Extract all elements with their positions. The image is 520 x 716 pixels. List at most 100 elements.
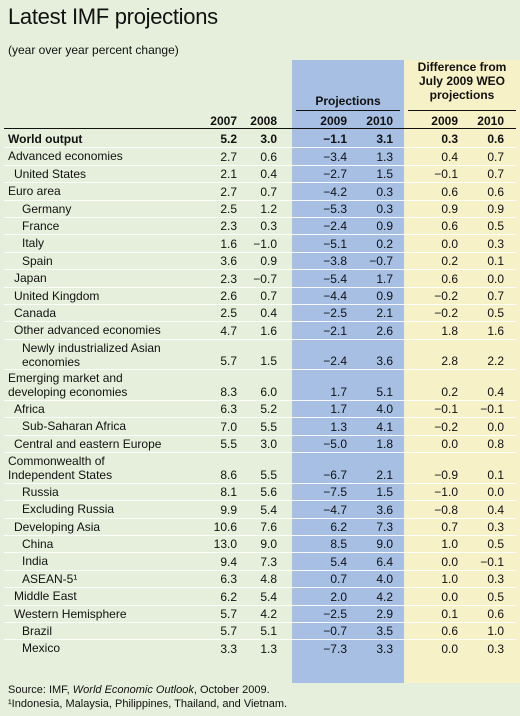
row-label: Sub-Saharan Africa bbox=[22, 419, 127, 434]
source-line: Source: IMF, World Economic Outlook, Oct… bbox=[8, 684, 270, 696]
row-value: 7.3 bbox=[260, 554, 277, 569]
row-value: 3.0 bbox=[260, 437, 277, 452]
row-value: 5.5 bbox=[260, 467, 277, 482]
row-value: 2.1 bbox=[376, 306, 393, 321]
row-separator bbox=[4, 500, 516, 502]
row-value: 0.6 bbox=[441, 271, 458, 286]
row-value: 0.3 bbox=[376, 201, 393, 216]
source-note: Source: IMF, World Economic Outlook, Oct… bbox=[8, 683, 287, 711]
year-header: 2007 bbox=[210, 114, 237, 128]
table-row: France 2.3 0.3 −2.4 0.9 0.6 0.5 bbox=[0, 217, 520, 234]
row-value: 0.7 bbox=[260, 288, 277, 303]
row-value: 5.7 bbox=[220, 606, 237, 621]
row-value: 0.5 bbox=[487, 219, 504, 234]
row-value: −4.2 bbox=[323, 184, 347, 199]
row-value: −0.2 bbox=[434, 288, 458, 303]
row-separator bbox=[4, 622, 516, 623]
row-value: −0.1 bbox=[434, 167, 458, 182]
row-value: 10.6 bbox=[213, 519, 237, 534]
row-label: China bbox=[22, 537, 54, 551]
row-separator bbox=[4, 304, 516, 305]
row-value: 0.3 bbox=[487, 236, 504, 251]
row-value: 0.9 bbox=[376, 288, 393, 303]
row-value: 0.7 bbox=[487, 167, 504, 182]
row-value: 1.5 bbox=[260, 354, 277, 369]
row-label: Central and eastern Europe bbox=[14, 436, 162, 451]
row-value: 3.6 bbox=[376, 502, 393, 517]
table-row: Canada 2.5 0.4 −2.5 2.1 −0.2 0.5 bbox=[0, 304, 520, 321]
row-value: 4.8 bbox=[260, 572, 277, 587]
row-value: 1.3 bbox=[376, 149, 393, 164]
row-label: Excluding Russia bbox=[22, 502, 115, 517]
row-value: 6.0 bbox=[260, 384, 277, 399]
row-value: −2.4 bbox=[323, 219, 347, 234]
row-value: 0.2 bbox=[376, 236, 393, 251]
table-row: India 9.4 7.3 5.4 6.4 0.0 −0.1 bbox=[0, 552, 520, 569]
row-value: 5.7 bbox=[220, 354, 237, 369]
row-value: 0.0 bbox=[441, 437, 458, 452]
row-label: Africa bbox=[14, 402, 45, 416]
row-value: −0.1 bbox=[480, 554, 504, 569]
row-value: 0.6 bbox=[441, 219, 458, 234]
row-value: 3.1 bbox=[376, 132, 393, 147]
header-rule bbox=[4, 128, 516, 129]
row-value: 0.4 bbox=[487, 384, 504, 399]
row-value: 1.5 bbox=[376, 167, 393, 182]
row-value: 1.7 bbox=[376, 271, 393, 286]
table-row: Western Hemisphere 5.7 4.2 −2.5 2.9 0.1 0.6 bbox=[0, 605, 520, 622]
row-label-line: Newly industrialized Asian bbox=[22, 340, 161, 355]
row-value: −0.1 bbox=[480, 402, 504, 417]
row-value: −0.9 bbox=[434, 467, 458, 482]
row-value: 0.3 bbox=[487, 519, 504, 534]
row-value: 6.2 bbox=[330, 519, 347, 534]
row-value: 1.3 bbox=[330, 419, 347, 434]
row-value: 0.6 bbox=[260, 149, 277, 164]
row-value: 3.6 bbox=[220, 254, 237, 269]
row-value: −2.7 bbox=[323, 167, 347, 182]
difference-header-line: projections bbox=[429, 88, 495, 102]
row-value: 2.2 bbox=[487, 354, 504, 369]
row-label: Advanced economies bbox=[8, 149, 123, 164]
row-value: −0.7 bbox=[369, 254, 393, 269]
row-separator bbox=[4, 482, 516, 484]
row-separator bbox=[4, 400, 516, 401]
row-value: 0.9 bbox=[376, 219, 393, 234]
row-value: 0.0 bbox=[441, 554, 458, 569]
row-separator bbox=[4, 269, 516, 271]
year-header: 2010 bbox=[477, 114, 504, 128]
row-label: Developing Asia bbox=[14, 519, 101, 534]
row-value: 2.5 bbox=[220, 201, 237, 216]
row-label: Western Hemisphere bbox=[14, 606, 127, 621]
year-header: 2009 bbox=[431, 114, 458, 128]
row-label: Canada bbox=[14, 306, 57, 320]
row-label-line: developing economies bbox=[8, 385, 128, 400]
table-row: Russia 8.1 5.6 −7.5 1.5 −1.0 0.0 bbox=[0, 483, 520, 500]
row-value: 9.0 bbox=[376, 537, 393, 552]
row-value: 4.2 bbox=[376, 589, 393, 604]
table-row: United Kingdom 2.6 0.7 −4.4 0.9 −0.2 0.7 bbox=[0, 287, 520, 304]
difference-header: Difference from July 2009 WEO projection… bbox=[404, 60, 520, 102]
row-separator bbox=[4, 251, 516, 253]
row-value: 1.3 bbox=[260, 641, 277, 656]
row-separator bbox=[4, 217, 516, 218]
row-separator bbox=[4, 164, 516, 166]
row-value: 0.9 bbox=[487, 201, 504, 216]
row-value: 2.7 bbox=[220, 184, 237, 199]
row-label: World output bbox=[8, 132, 83, 146]
row-value: −0.7 bbox=[253, 271, 277, 286]
row-value: −2.4 bbox=[323, 354, 347, 369]
row-value: 5.4 bbox=[260, 502, 277, 517]
row-value: 13.0 bbox=[213, 537, 237, 552]
row-label: Emerging market and developing economies bbox=[8, 371, 127, 399]
table-row: Italy 1.6 −1.0 −5.1 0.2 0.0 0.3 bbox=[0, 234, 520, 251]
row-value: 0.4 bbox=[487, 502, 504, 517]
row-value: 0.7 bbox=[441, 519, 458, 534]
projections-column-band bbox=[292, 60, 404, 683]
table-row: Commonwealth of Independent States 8.6 5.5 −… bbox=[0, 452, 520, 483]
row-value: −6.7 bbox=[323, 467, 347, 482]
row-value: −3.4 bbox=[323, 149, 347, 164]
row-separator bbox=[4, 286, 516, 288]
row-value: 0.5 bbox=[487, 537, 504, 552]
row-label: Middle East bbox=[14, 589, 77, 604]
row-label-line: Commonwealth of bbox=[8, 454, 105, 469]
